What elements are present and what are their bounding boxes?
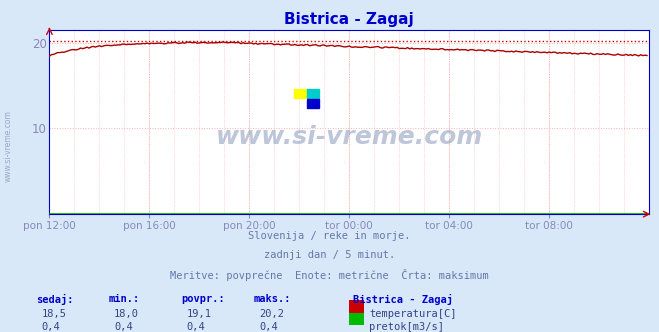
Text: Bistrica - Zagaj: Bistrica - Zagaj [353,294,453,305]
Text: min.:: min.: [109,294,140,304]
Text: 0,4: 0,4 [186,322,205,332]
Text: Meritve: povprečne  Enote: metrične  Črta: maksimum: Meritve: povprečne Enote: metrične Črta:… [170,269,489,281]
Text: 0,4: 0,4 [42,322,60,332]
Text: www.si-vreme.com: www.si-vreme.com [3,110,13,182]
Text: 18,5: 18,5 [42,309,67,319]
Bar [307,89,319,98]
Text: zadnji dan / 5 minut.: zadnji dan / 5 minut. [264,250,395,260]
Title: Bistrica - Zagaj: Bistrica - Zagaj [285,12,414,27]
Text: sedaj:: sedaj: [36,294,74,305]
Bar [307,99,319,108]
Text: 18,0: 18,0 [114,309,139,319]
Text: 19,1: 19,1 [186,309,212,319]
Text: temperatura[C]: temperatura[C] [369,309,457,319]
Text: 20,2: 20,2 [259,309,284,319]
Text: 0,4: 0,4 [114,322,132,332]
Text: Slovenija / reke in morje.: Slovenija / reke in morje. [248,231,411,241]
Bar [294,89,306,98]
Text: www.si-vreme.com: www.si-vreme.com [215,125,483,149]
Text: pretok[m3/s]: pretok[m3/s] [369,322,444,332]
Text: 0,4: 0,4 [259,322,277,332]
Text: maks.:: maks.: [254,294,291,304]
Text: povpr.:: povpr.: [181,294,225,304]
